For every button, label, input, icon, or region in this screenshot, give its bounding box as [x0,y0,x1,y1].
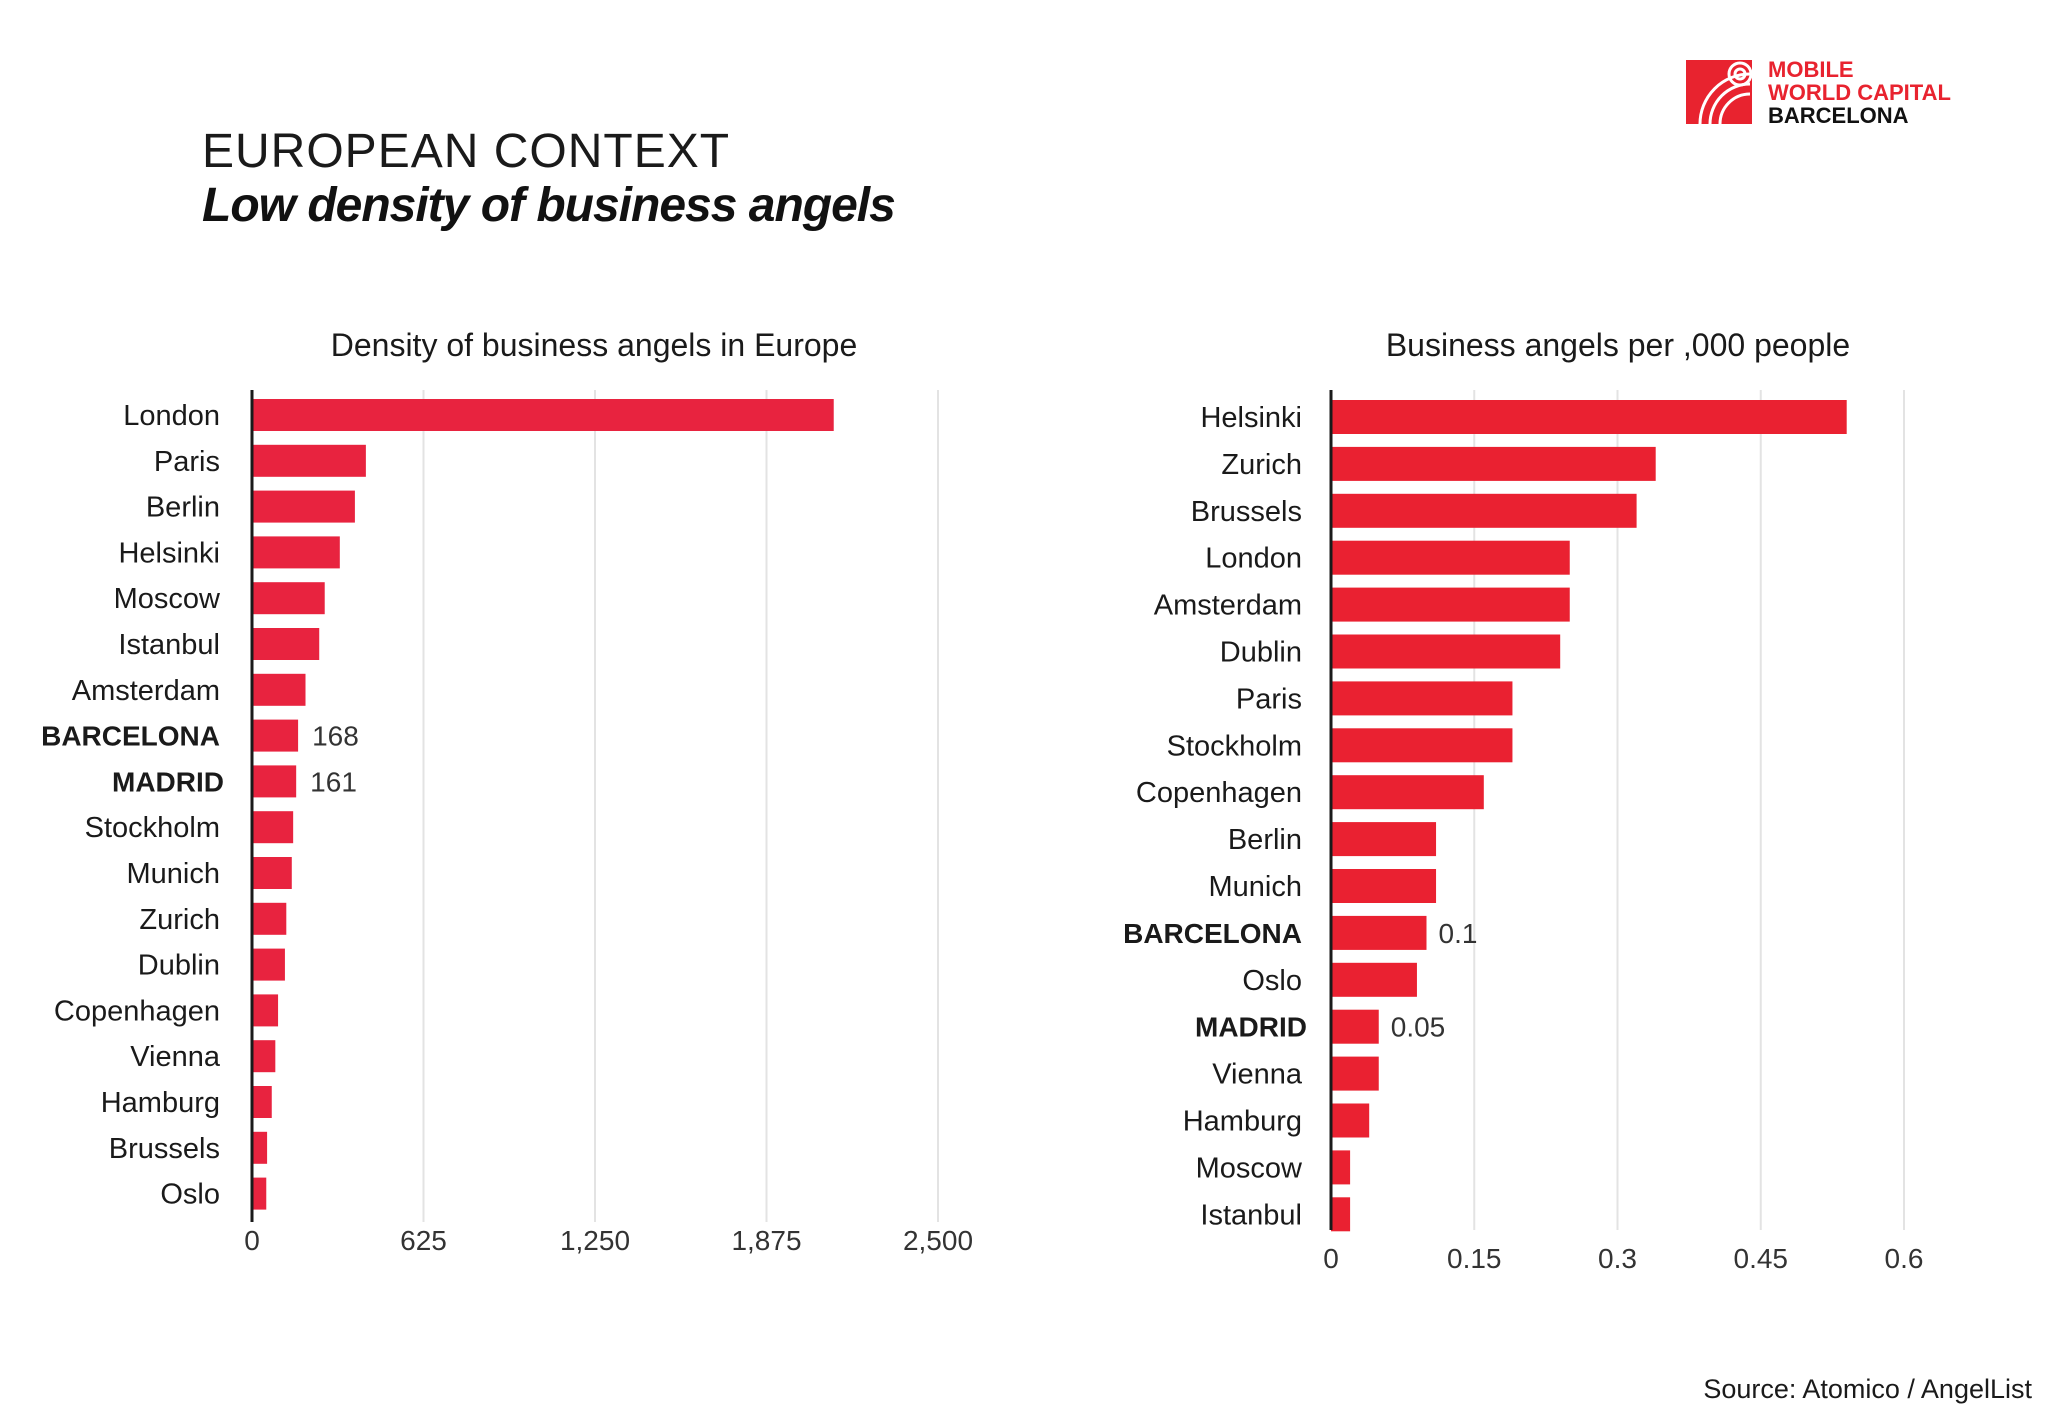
c2-category-label: Vienna [1212,1059,1303,1091]
c2-category-label: Stockholm [1167,730,1302,762]
c1-bar [252,536,340,569]
c2-bar [1331,446,1656,481]
c2-bar [1331,1150,1351,1185]
c1-category-label: London [123,400,220,432]
c2-category-label: Amsterdam [1154,590,1302,622]
c1-category-label: Zurich [139,904,220,936]
c1-data-label: 161 [310,766,357,797]
page-kicker: EUROPEAN CONTEXT [202,125,731,178]
c2-category-label: Helsinki [1200,402,1302,434]
c1-bar [252,628,320,660]
c2-bar [1331,775,1484,810]
c1-category-label: Vienna [130,1041,221,1073]
logo-line-3: BARCELONA [1768,103,1909,128]
logo-mark-icon [1686,60,1752,124]
c1-bar [252,902,287,935]
c1-category-label: Paris [154,446,220,478]
c1-category-label: Dublin [138,950,220,982]
c1-bar [252,673,306,706]
c2-category-label: Paris [1236,683,1302,715]
c2-x-tick-label: 0.3 [1598,1243,1637,1274]
c2-bar [1331,962,1417,997]
c2-data-label: 0.05 [1391,1012,1446,1043]
c2-category-label: London [1205,543,1302,575]
c1-bar [252,1131,268,1164]
c2-category-label: MADRID [1195,1012,1307,1043]
c1-bar [252,765,297,798]
c1-bar [252,994,279,1027]
c2-x-tick-label: 0.6 [1885,1243,1924,1274]
c1-bar [252,719,299,752]
page-title: Low density of business angels [202,179,896,232]
c2-bar [1331,869,1437,903]
c2-x-tick-label: 0 [1323,1243,1339,1274]
c1-x-tick-label: 1,875 [731,1225,801,1256]
c2-chart-title: Business angels per ,000 people [1386,327,1850,363]
source-note: Source: Atomico / AngelList [1703,1374,2032,1404]
c2-data-label: 0.1 [1439,918,1478,949]
c1-bar [252,490,355,523]
c2-bar [1331,1197,1351,1232]
c1-bar [252,948,285,981]
c2-bar [1331,587,1570,622]
c2-category-label: Copenhagen [1136,777,1302,809]
c2-bar [1331,400,1847,434]
c2-category-label: Zurich [1221,449,1302,481]
c1-category-label: Oslo [160,1179,220,1211]
c2-category-label: Dublin [1220,637,1302,669]
c2-bar [1331,493,1637,528]
c1-chart-title: Density of business angels in Europe [331,327,858,363]
c2-bar [1331,915,1427,950]
c2-category-label: Hamburg [1183,1106,1302,1138]
c2-bar [1331,822,1437,857]
c1-bar [252,811,294,844]
c1-category-label: Helsinki [118,537,220,569]
c1-bar [252,399,834,431]
c2-bar [1331,1056,1379,1091]
c1-bar [252,1177,267,1210]
c2-bar [1331,634,1561,669]
c2-category-label: Berlin [1228,824,1302,856]
c2-bar [1331,1103,1370,1138]
c1-category-label: MADRID [112,766,224,797]
c1-x-tick-label: 0 [244,1225,260,1256]
brand-logo: MOBILE WORLD CAPITAL BARCELONA [1686,58,2006,128]
c1-x-tick-label: 625 [400,1225,447,1256]
logo-line-2: WORLD CAPITAL [1768,80,1951,105]
c2-category-label: Brussels [1191,496,1302,528]
c2-bar [1331,1009,1379,1044]
c1-category-label: Stockholm [85,812,220,844]
c2-x-tick-label: 0.45 [1734,1243,1789,1274]
c1-category-label: Istanbul [118,629,220,661]
c2-category-label: Istanbul [1200,1199,1302,1231]
c1-bar [252,582,325,615]
c1-category-label: Amsterdam [72,675,220,707]
logo-line-1: MOBILE [1768,57,1854,82]
c1-bar [252,1040,276,1073]
c2-bar [1331,681,1513,716]
c1-category-label: Berlin [146,492,220,524]
c2-category-label: Moscow [1196,1152,1303,1184]
c1-x-tick-label: 1,250 [560,1225,630,1256]
c2-category-label: Munich [1209,871,1303,903]
c1-category-label: Hamburg [101,1087,220,1119]
c2-x-tick-label: 0.15 [1447,1243,1502,1274]
c1-category-label: Moscow [114,583,221,615]
c1-x-tick-label: 2,500 [903,1225,973,1256]
c1-category-label: Brussels [109,1133,220,1165]
c2-bar [1331,728,1513,763]
c2-category-label: Oslo [1242,965,1302,997]
c1-bar [252,857,292,889]
c1-category-label: Munich [127,858,221,890]
c2-category-label: BARCELONA [1123,918,1302,949]
c1-category-label: Copenhagen [54,995,220,1027]
c1-bar [252,444,366,477]
c1-bar [252,1086,272,1118]
c2-bar [1331,540,1570,575]
c1-data-label: 168 [312,721,359,752]
c1-category-label: BARCELONA [41,721,220,752]
